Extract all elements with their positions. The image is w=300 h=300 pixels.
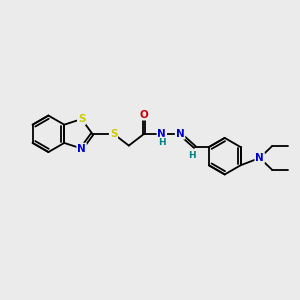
Text: S: S [110,129,117,139]
Text: N: N [77,144,86,154]
Text: S: S [78,114,85,124]
Text: H: H [188,151,196,160]
Text: H: H [158,138,166,147]
Text: N: N [176,129,184,139]
Text: O: O [140,110,148,120]
Text: N: N [158,129,166,139]
Text: N: N [255,153,264,163]
